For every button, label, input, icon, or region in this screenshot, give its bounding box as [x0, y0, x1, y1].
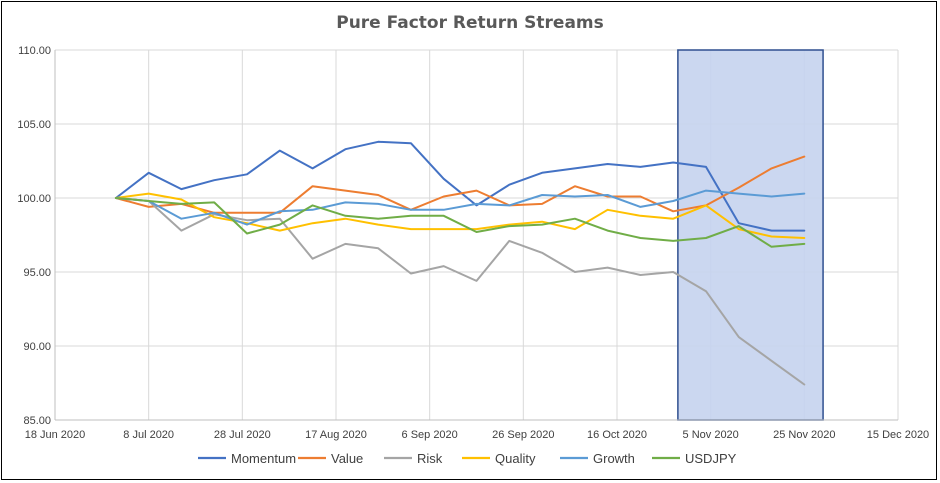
legend-label: Risk: [417, 451, 443, 466]
legend-item-growth: Growth: [560, 451, 635, 466]
legend: Momentum Value Risk Quality Growth USDJPY: [198, 451, 737, 466]
legend-label: Quality: [495, 451, 536, 466]
x-tick-label: 8 Jul 2020: [123, 429, 174, 441]
x-tick-label: 6 Sep 2020: [402, 429, 458, 441]
y-tick-label: 100.00: [17, 193, 51, 205]
series-line-value: [114, 155, 806, 214]
x-tick-label: 25 Nov 2020: [773, 429, 835, 441]
series-group: [114, 140, 806, 386]
x-tick-label: 16 Oct 2020: [587, 429, 647, 441]
y-tick-label: 105.00: [17, 119, 51, 131]
legend-label: Momentum: [231, 451, 296, 466]
legend-item-quality: Quality: [462, 451, 536, 466]
x-tick-label: 15 Dec 2020: [867, 429, 929, 441]
series-line-quality: [114, 192, 806, 239]
series-line-usdjpy: [114, 197, 806, 248]
series-line-momentum: [114, 140, 806, 232]
y-tick-label: 95.00: [23, 267, 51, 279]
highlight-region: [677, 49, 824, 421]
x-tick-label: 17 Aug 2020: [305, 429, 367, 441]
x-tick-label: 5 Nov 2020: [683, 429, 739, 441]
y-tick-label: 110.00: [18, 45, 51, 57]
highlight-region-group: [677, 49, 824, 421]
legend-item-value: Value: [298, 451, 363, 466]
x-tick-label: 28 Jul 2020: [214, 429, 271, 441]
y-tick-label: 90.00: [23, 341, 51, 353]
axes-group: 85.00 90.00 95.00 100.00 105.00 110.00 18 Jun …: [17, 45, 929, 441]
legend-label: USDJPY: [685, 451, 737, 466]
y-tick-label: 85.00: [23, 415, 51, 427]
legend-label: Value: [331, 451, 363, 466]
legend-item-usdjpy: USDJPY: [652, 451, 737, 466]
legend-item-risk: Risk: [384, 451, 443, 466]
x-tick-label: 18 Jun 2020: [25, 429, 86, 441]
legend-item-momentum: Momentum: [198, 451, 296, 466]
legend-label: Growth: [593, 451, 635, 466]
chart-title: Pure Factor Return Streams: [336, 13, 604, 33]
x-tick-label: 26 Sep 2020: [492, 429, 554, 441]
